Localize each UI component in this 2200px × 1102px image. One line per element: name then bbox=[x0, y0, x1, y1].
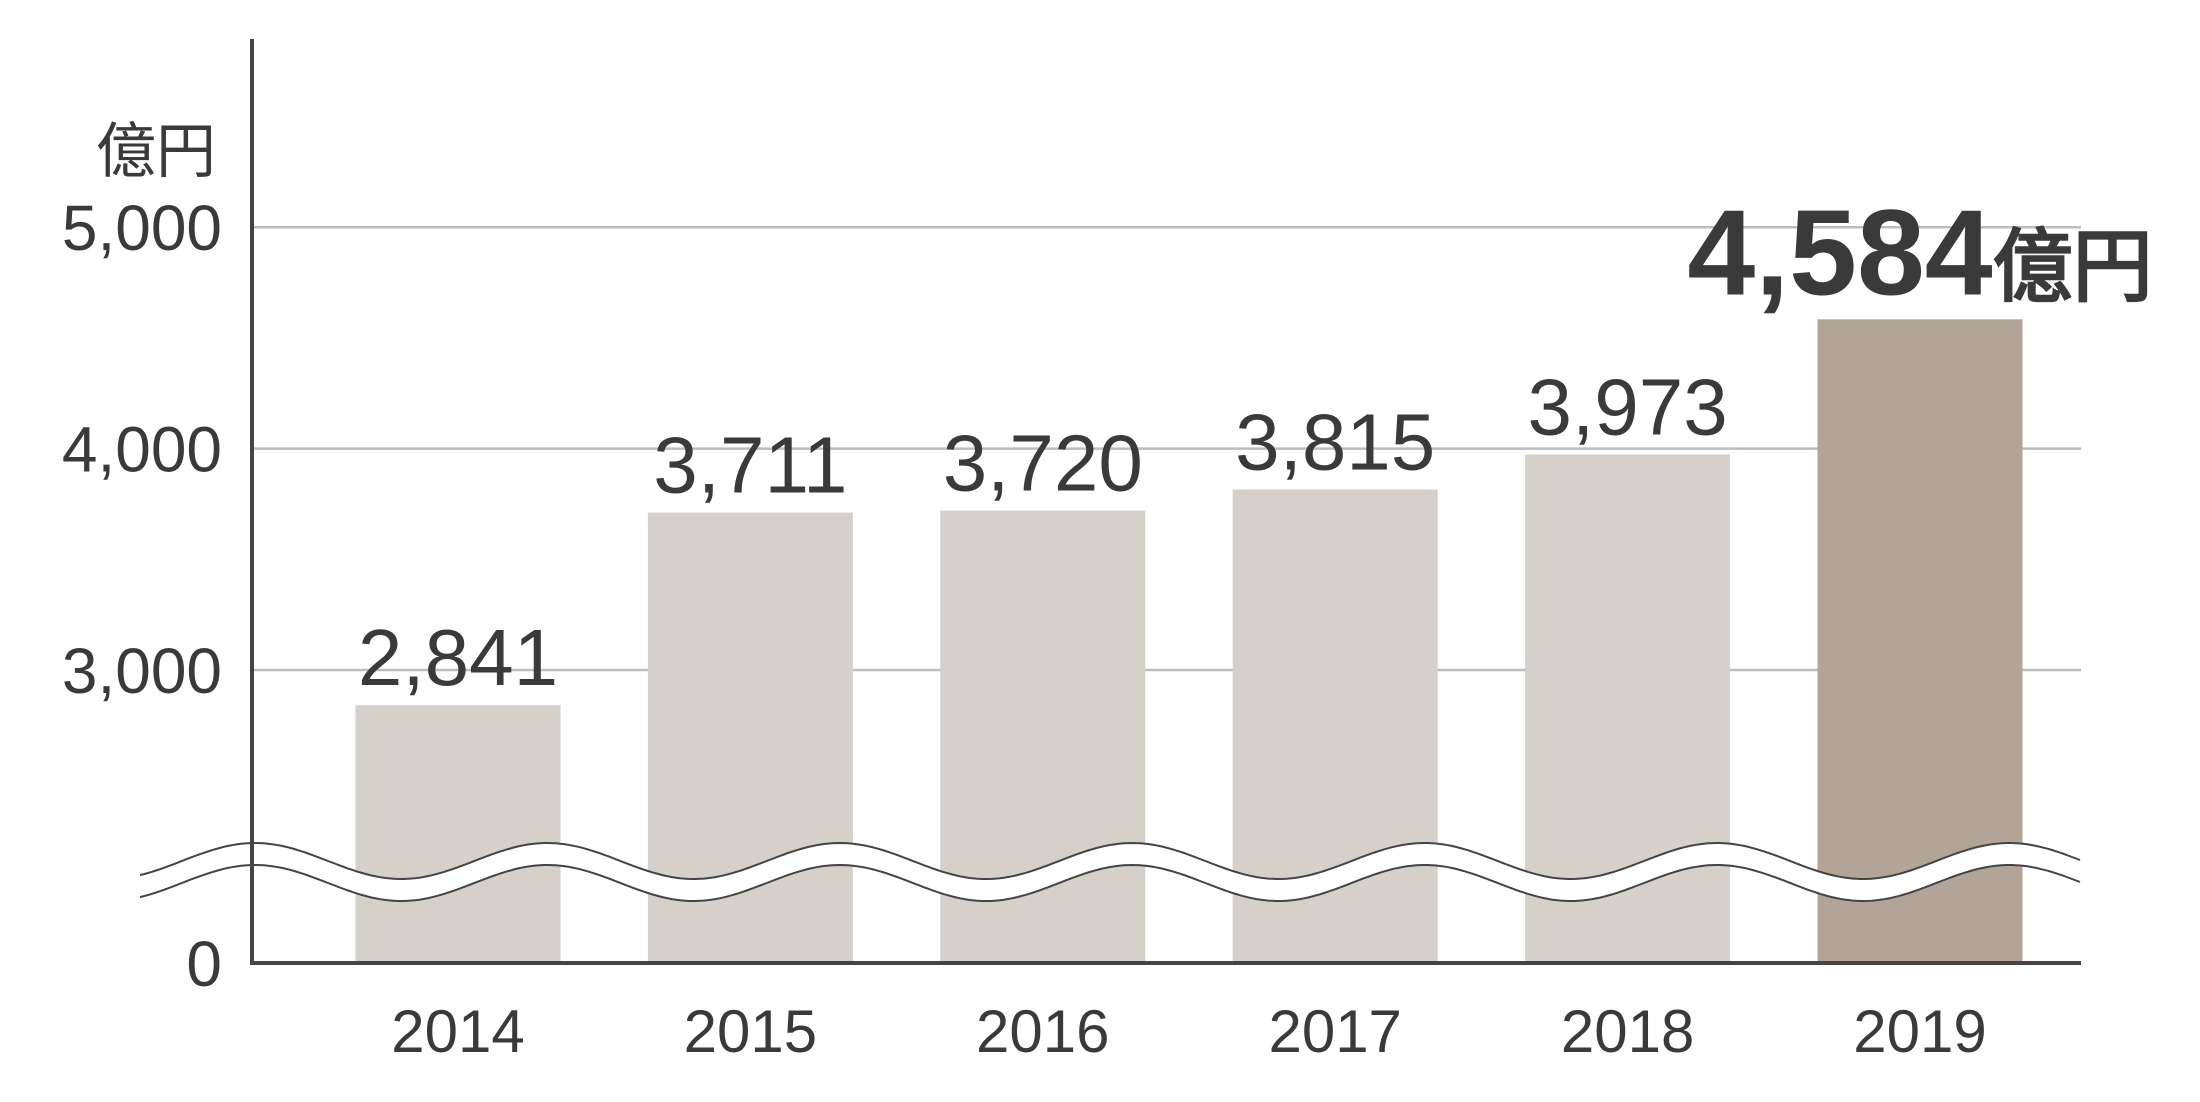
y-tick-label: 0 bbox=[186, 928, 222, 1000]
x-tick-label: 2017 bbox=[1268, 998, 1401, 1065]
value-label-unit: 億円 bbox=[1993, 222, 2153, 311]
x-tick-label: 2015 bbox=[684, 998, 817, 1065]
y-tick-label: 3,000 bbox=[62, 635, 222, 707]
axis-break-line bbox=[139, 863, 2081, 902]
x-tick-label: 2019 bbox=[1853, 998, 1986, 1065]
value-label: 3,815 bbox=[1235, 398, 1435, 487]
x-tick-label: 2016 bbox=[976, 998, 1109, 1065]
value-label: 3,973 bbox=[1527, 363, 1727, 452]
axis-break-line bbox=[139, 841, 2081, 880]
axis-break-band bbox=[140, 843, 2080, 901]
y-tick-label: 4,000 bbox=[62, 414, 222, 486]
x-tick-label: 2014 bbox=[391, 998, 524, 1065]
x-tick-label: 2018 bbox=[1561, 998, 1694, 1065]
y-axis-unit: 億円 bbox=[96, 118, 216, 185]
bar bbox=[355, 705, 561, 963]
value-label: 3,720 bbox=[943, 419, 1143, 508]
value-label-number: 4,584 bbox=[1687, 184, 1992, 320]
value-label: 3,711 bbox=[653, 421, 847, 510]
y-tick-label: 5,000 bbox=[62, 192, 222, 264]
value-label: 2,841 bbox=[358, 613, 558, 702]
value-label: 4,584億円 bbox=[1687, 184, 2152, 320]
